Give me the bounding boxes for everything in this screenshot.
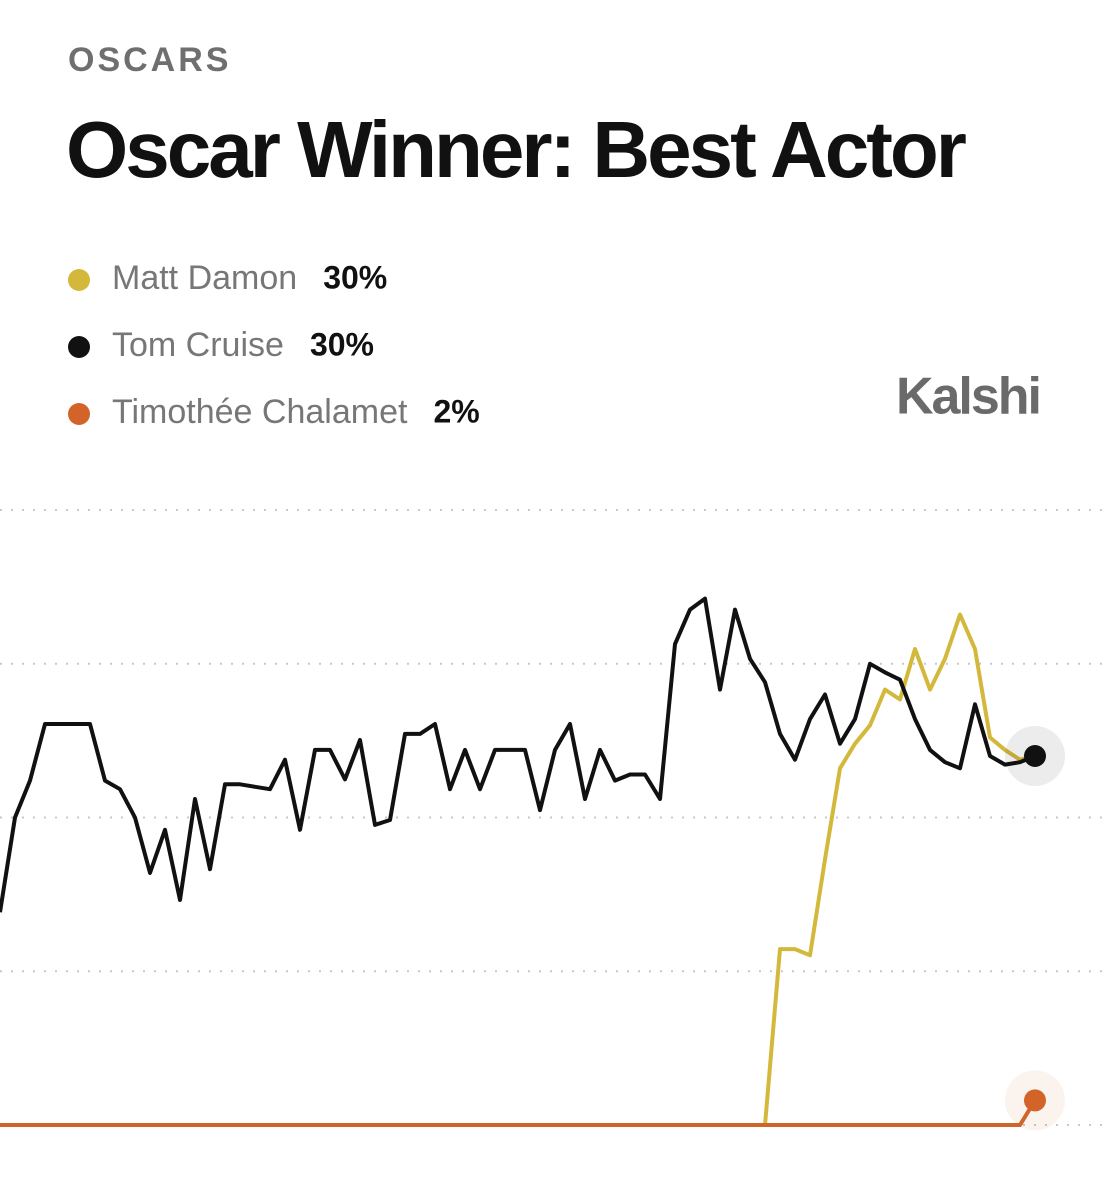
grid [0,509,1107,1126]
series-line [0,1099,1037,1127]
plot [0,596,1065,1131]
legend-dot [68,269,90,291]
legend-name: Timothée Chalamet [112,393,408,431]
end-marker [1024,1089,1046,1112]
legend-value: 30% [323,259,387,295]
series-line [0,612,1036,1127]
legend-name: Matt Damon [112,259,297,297]
series-line [0,596,1036,913]
legend-value: 2% [433,393,479,429]
legend: Matt Damon 30% Tom Cruise 30% Timothée Chala… [68,259,480,431]
kicker: OSCARS [68,41,231,79]
legend-dot [68,403,90,425]
brand-logo: Kalshi [896,368,1040,426]
chart-title: Oscar Winner: Best Actor [66,105,966,194]
legend-name: Tom Cruise [112,326,284,364]
legend-value: 30% [310,326,374,362]
end-marker [1024,745,1046,767]
legend-dot [68,336,90,358]
